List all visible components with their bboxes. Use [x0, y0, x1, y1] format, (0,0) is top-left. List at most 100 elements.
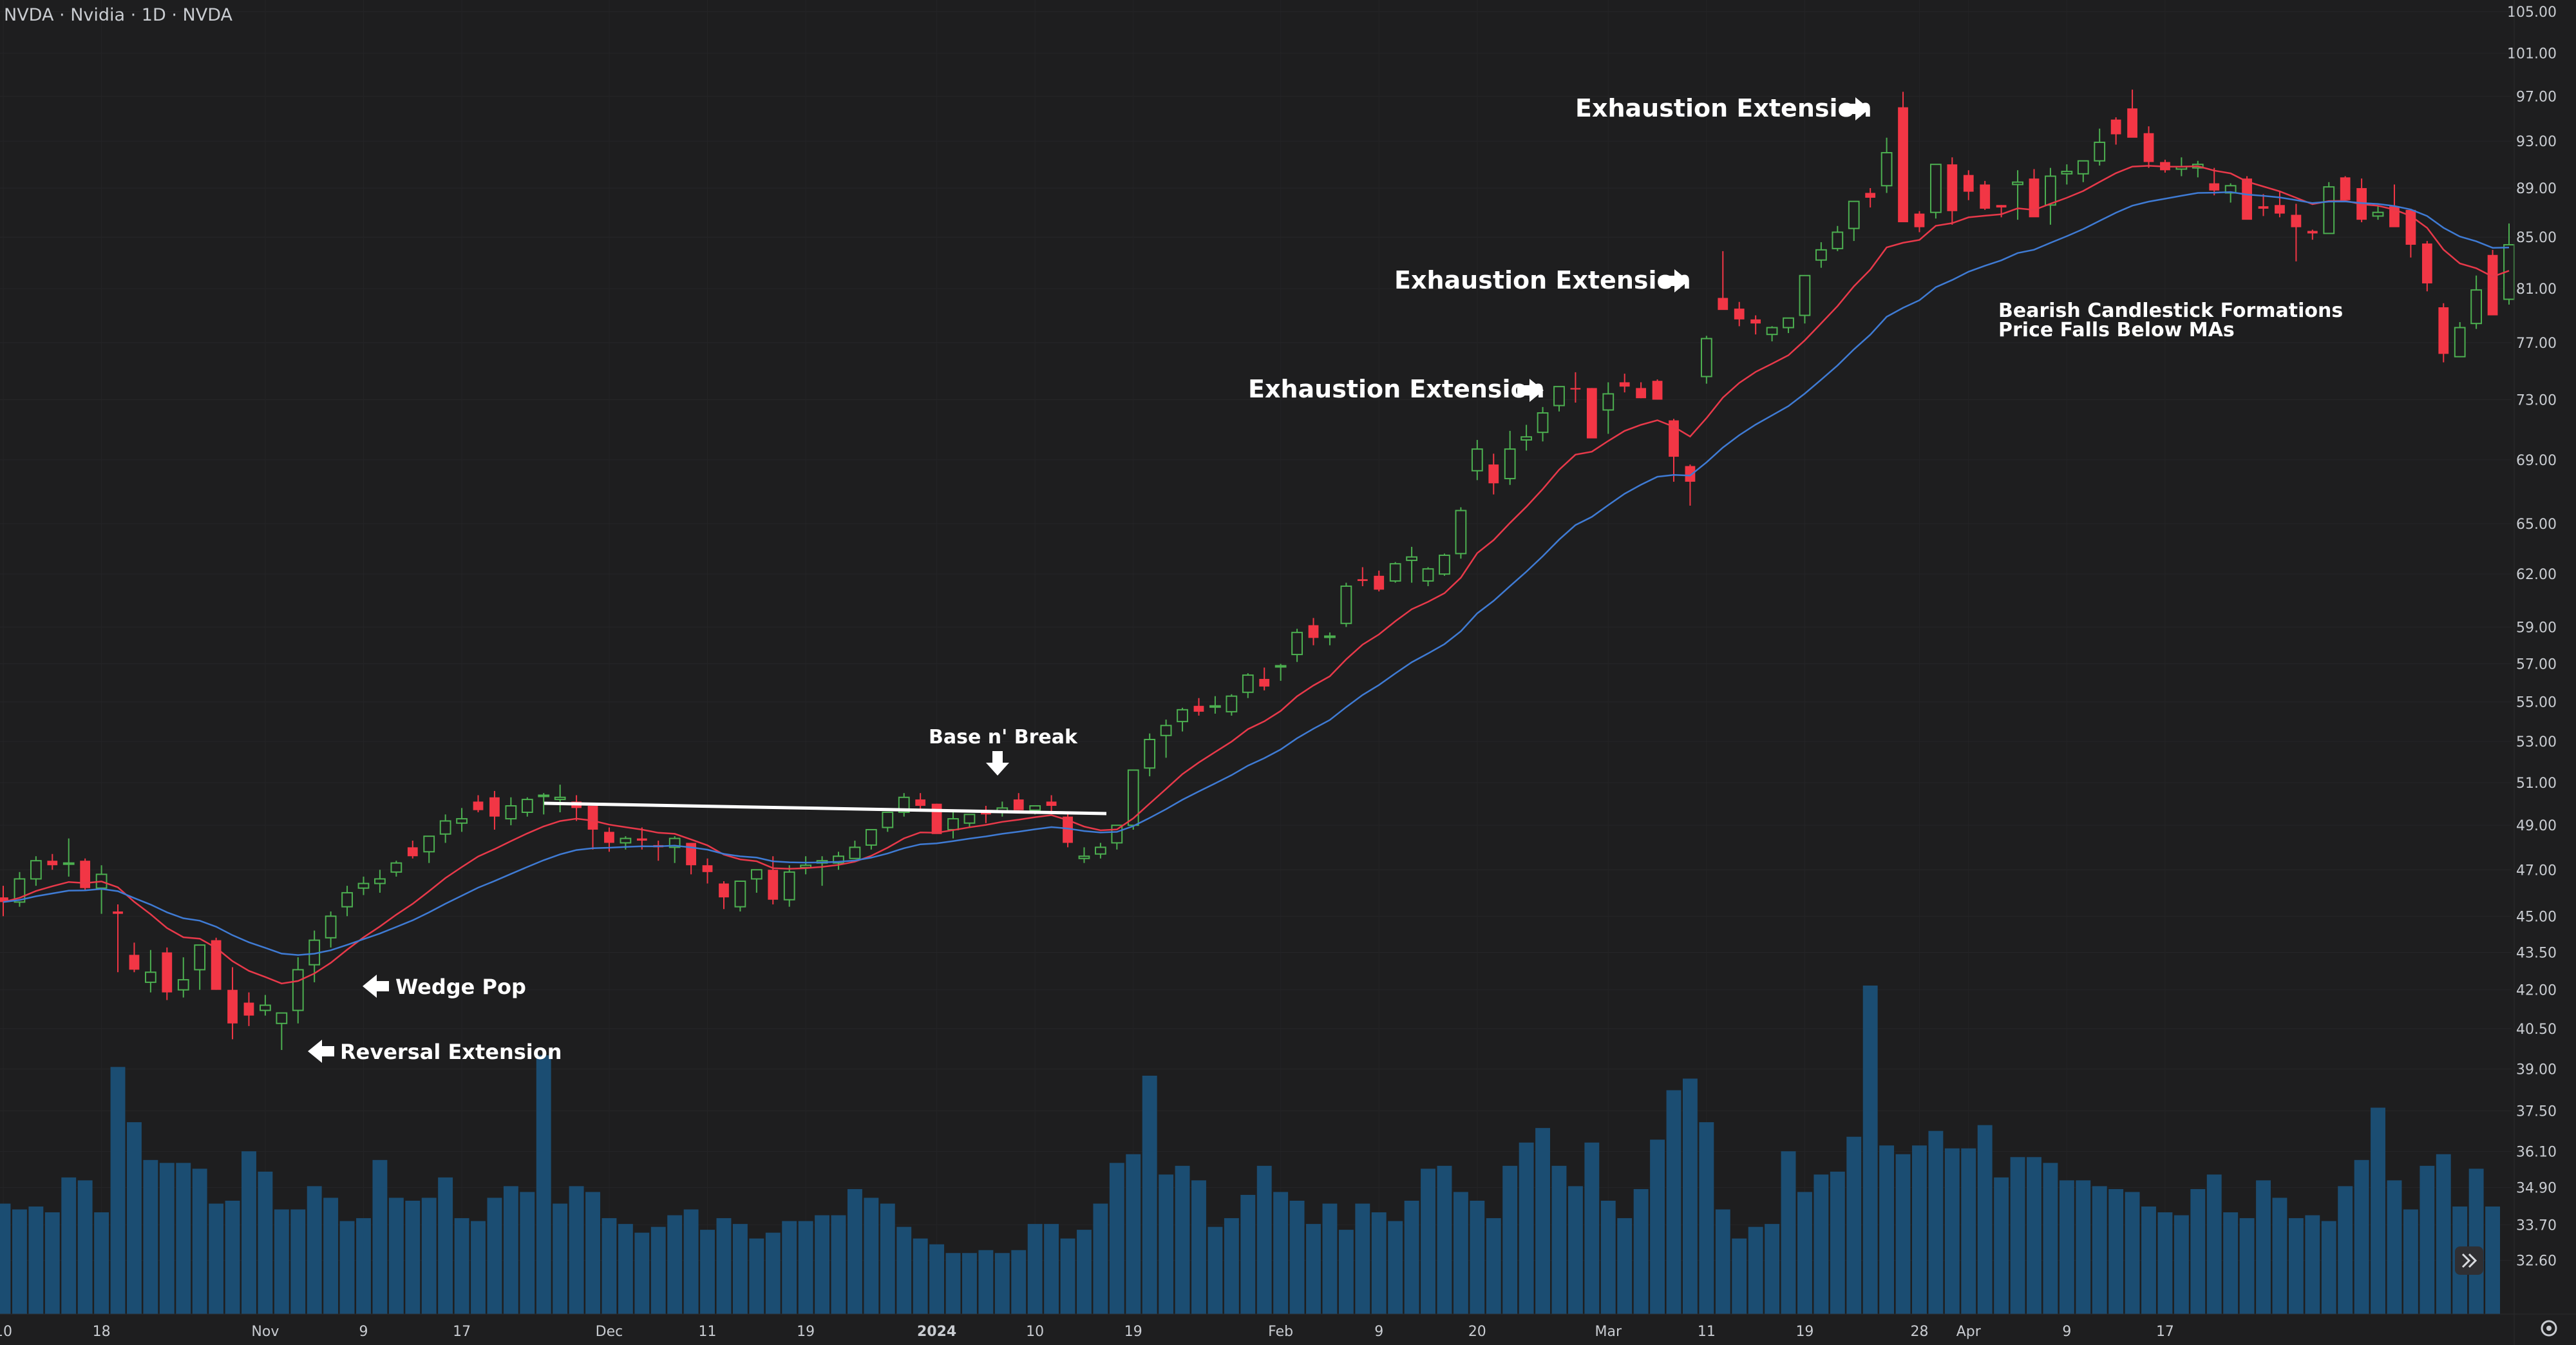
volume-bar [1338, 1230, 1354, 1314]
volume-bar [2321, 1221, 2336, 1314]
volume-bar [143, 1159, 158, 1314]
price-tick-label: 97.00 [2516, 89, 2557, 105]
volume-bar [1109, 1163, 1124, 1314]
price-axis[interactable]: 105.00 101.00 97.00 93.00 89.00 85.00 81.00 77.… [2507, 0, 2557, 1345]
volume-bar [994, 1253, 1010, 1314]
candle [1291, 629, 1303, 662]
volume-bar [749, 1238, 764, 1314]
candle [0, 886, 8, 917]
exhaustion-extension-label-2: Exhaustion Extension [1394, 266, 1691, 294]
time-tick-label: 19 [1124, 1324, 1142, 1340]
candle [1374, 570, 1385, 592]
price-tick-label: 51.00 [2516, 776, 2557, 792]
volume-bar [503, 1186, 518, 1314]
candle [915, 793, 926, 810]
time-tick-label: Dec [596, 1324, 623, 1340]
volume-bar [1159, 1174, 1174, 1314]
candle [1063, 812, 1073, 848]
volume-bar [1126, 1154, 1141, 1314]
volume-bar [1060, 1238, 1075, 1314]
volume-bar [1944, 1148, 1960, 1314]
candle [1439, 553, 1450, 576]
volume-bar [1895, 1154, 1911, 1314]
volume-bar [913, 1238, 928, 1314]
candle [2307, 229, 2318, 240]
volume-bar [1666, 1090, 1681, 1314]
volume-bar [1437, 1165, 1452, 1314]
candle [1898, 91, 1908, 222]
chart-title: NVDA · Nvidia · 1D · NVDA [4, 5, 233, 25]
candle [521, 797, 533, 817]
time-tick-label: 9 [359, 1324, 368, 1340]
volume-bar [2436, 1154, 2451, 1314]
candle [1947, 157, 1958, 225]
volume-bar [274, 1209, 289, 1314]
candle [325, 911, 337, 948]
candle [1669, 419, 1679, 482]
volume-bar [159, 1163, 175, 1314]
volume-bar [225, 1200, 240, 1314]
volume-bar [2371, 1107, 2385, 1314]
scroll-to-realtime-button[interactable] [2455, 1246, 2483, 1275]
candle [1259, 667, 1270, 691]
time-tick-label: Apr [1956, 1324, 1982, 1340]
price-below-mas-label: Price Falls Below MAs [1998, 319, 2235, 341]
volume-bar [569, 1186, 584, 1314]
annotation-exhaustion-1: Exhaustion Extension [1248, 375, 1545, 403]
candle [1226, 694, 1238, 716]
candle [407, 841, 418, 859]
candle [276, 1012, 288, 1051]
volume-bar [634, 1232, 650, 1314]
candle [1718, 251, 1728, 310]
volume-bar [1633, 1188, 1649, 1314]
price-tick-label: 55.00 [2516, 695, 2557, 711]
price-tick-label: 89.00 [2516, 181, 2557, 197]
candle [2421, 241, 2432, 292]
volume-bar [454, 1218, 469, 1314]
candle [1652, 379, 1663, 400]
volume-bar [421, 1197, 437, 1314]
price-tick-label: 43.50 [2516, 946, 2557, 962]
volume-bar [44, 1212, 60, 1314]
candle [1586, 388, 1597, 439]
exhaustion-extension-label-3: Exhaustion Extension [1575, 94, 1872, 122]
volume-bar [864, 1197, 879, 1314]
candle [227, 967, 238, 1040]
volume-bar [405, 1200, 421, 1314]
time-tick-label: 18 [93, 1324, 111, 1340]
candle [2503, 223, 2515, 305]
volume-bar [880, 1203, 895, 1314]
volume-bar [2403, 1209, 2418, 1314]
price-tick-label: 47.00 [2516, 863, 2557, 879]
volume-bar [388, 1197, 404, 1314]
candle [439, 814, 451, 843]
volume-bar [339, 1221, 355, 1314]
volume-bar [2206, 1174, 2222, 1314]
volume-bar [1371, 1212, 1387, 1314]
candle [194, 944, 206, 990]
arrow-right-icon [1517, 379, 1544, 402]
candle [1880, 137, 1893, 193]
candle [357, 876, 370, 895]
volume-bar [1830, 1171, 1845, 1314]
volume-bar [2256, 1180, 2271, 1314]
annotation-exhaustion-2: Exhaustion Extension [1394, 266, 1691, 294]
volume-bar [1650, 1140, 1665, 1314]
candle [2061, 164, 2073, 185]
volume-bar [192, 1169, 207, 1314]
volume-bar [1715, 1209, 1730, 1314]
volume-bar [1289, 1200, 1305, 1314]
chart-settings-button[interactable] [2541, 1320, 2557, 1337]
time-axis[interactable]: 10 18 Nov 9 17 Dec 11 19 2024 10 19 Feb 9 20 Mar 11 19 28… [0, 1313, 2576, 1340]
volume-bar [798, 1221, 813, 1314]
volume-bar [1732, 1238, 1747, 1314]
candle [1389, 562, 1401, 583]
volume-bar [765, 1232, 781, 1314]
volume-bar [1240, 1194, 1256, 1314]
volume-bar [2108, 1188, 2124, 1314]
ema-line [3, 191, 2510, 956]
volume-bar [2239, 1218, 2255, 1314]
price-tick-label: 65.00 [2516, 517, 2557, 533]
candle [2389, 184, 2400, 227]
